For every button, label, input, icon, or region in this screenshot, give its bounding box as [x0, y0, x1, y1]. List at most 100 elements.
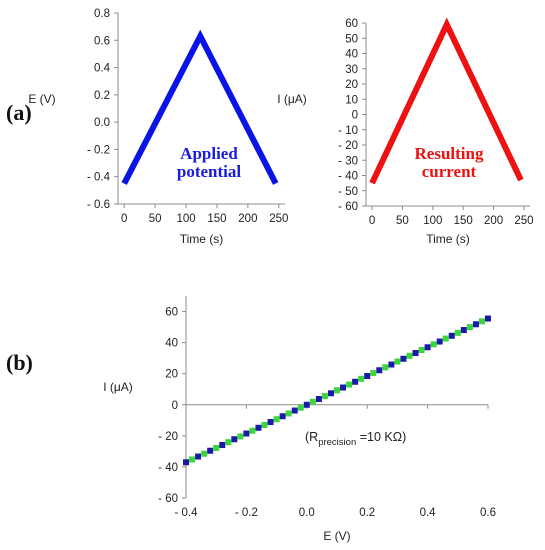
chart-b-series-0-point — [436, 338, 443, 345]
chart-a-right-y-tick-label: - 40 — [338, 171, 358, 183]
chart-b-x-tick-label: 0.2 — [359, 507, 375, 519]
chart-a-right-x-tick-label: 200 — [484, 215, 503, 227]
chart-b-series-0-point — [412, 350, 419, 357]
chart-b-series-0-point — [207, 447, 214, 454]
chart-b-y-tick-label: - 40 — [158, 462, 178, 474]
chart-b-series-1-point — [201, 450, 208, 457]
chart-b-series-0-point — [448, 332, 455, 339]
chart-b-series-0-point — [340, 384, 347, 391]
chart-b-series-0-point — [364, 373, 371, 380]
chart-b-series-0-point — [219, 442, 226, 449]
chart-b-series-0-point — [472, 321, 479, 328]
chart-b-y-tick-label: 40 — [165, 338, 178, 350]
chart-a-right-y-label: I (μA) — [277, 92, 307, 106]
chart-a-left-x-tick-label: 100 — [176, 213, 195, 225]
chart-b-series-1-point — [454, 329, 461, 336]
chart-b-series-1-point — [394, 358, 401, 365]
chart-b-series-1-point — [321, 393, 328, 400]
chart-a-right-y-tick-label: 20 — [345, 79, 358, 91]
chart-b-series-0-point — [267, 419, 274, 426]
chart-a-left-y-tick-label: 0.0 — [94, 117, 110, 129]
chart-b-series-1-point — [478, 318, 485, 325]
chart-a-right-y-tick-label: - 30 — [338, 155, 358, 167]
chart-a-right-series-0-line — [369, 17, 524, 185]
chart-a-right-y-tick-label: 50 — [345, 33, 358, 45]
chart-b-x-tick-label: - 0.2 — [235, 507, 258, 519]
panel-label-b: (b) — [6, 350, 33, 375]
chart-b-y-tick-label: 0 — [172, 400, 178, 412]
chart-a-right-x-tick-label: 100 — [423, 215, 442, 227]
chart-b-series-0-point — [255, 424, 262, 431]
chart-a-right-x-tick-label: 150 — [454, 215, 473, 227]
chart-b-series-0-point — [485, 315, 491, 322]
chart-a-left-y-tick-label: 0.2 — [94, 90, 110, 102]
applied-label-line1: Applied — [180, 144, 238, 163]
resulting-label-line1: Resulting — [415, 144, 484, 163]
chart-a-left-y-tick-label: - 0.2 — [87, 144, 110, 156]
chart-a-left-x-tick-label: 250 — [269, 213, 288, 225]
chart-b-series-0-point — [195, 453, 202, 460]
chart-b-series-1-point — [261, 421, 268, 428]
chart-b-y-tick-label: - 20 — [158, 431, 178, 443]
chart-a-left-x-tick-label: 0 — [121, 213, 127, 225]
chart-b-series-0-point — [376, 367, 383, 374]
chart-a-left-y-tick-label: 0.6 — [94, 35, 110, 47]
chart-b-series-1-point — [309, 398, 316, 405]
chart-a-right: - 60 - 50 - 40 - 30 - 20 - 10 0 10 20 30 40 50 60 0 50… — [277, 17, 534, 246]
chart-a-left-y-tick-label: - 0.4 — [87, 172, 111, 184]
chart-b-series-0-point — [424, 344, 431, 351]
chart-b-series-0-point — [291, 407, 298, 414]
rprecision-note: (Rprecision =10 KΩ) — [305, 430, 406, 448]
chart-b-series-0-point — [231, 436, 238, 443]
chart-b-series-1-point — [213, 444, 220, 451]
chart-b-series-1-point — [273, 416, 280, 423]
chart-b-x-tick-label: 0.4 — [420, 507, 437, 519]
chart-a-left-x-tick-label: 200 — [238, 213, 257, 225]
chart-b-series-0-point — [243, 430, 250, 437]
chart-b-series-1-point — [334, 387, 340, 394]
chart-b-series-0-point — [352, 378, 359, 385]
chart-b-series-0-point — [460, 327, 467, 334]
chart-a-left-x-label: Time (s) — [180, 232, 224, 246]
rprecision-suffix: =10 KΩ) — [356, 430, 406, 444]
chart-b-series-0-point — [315, 396, 322, 403]
chart-a-right-y-tick-label: 40 — [345, 49, 358, 61]
rprecision-sub: precision — [318, 437, 356, 448]
chart-b-x-tick-label: 0.0 — [299, 507, 315, 519]
chart-b-y-label: I (μA) — [103, 380, 133, 394]
chart-b-x-tick-label: 0.6 — [480, 507, 496, 519]
chart-a-right-y-tick-label: - 50 — [338, 186, 358, 198]
chart-a-right-y-tick-label: 10 — [345, 94, 358, 106]
chart-a-left-y-tick-label: 0.8 — [94, 8, 110, 20]
applied-label-line2: potential — [177, 162, 242, 181]
chart-a-right-y-tick-label: 0 — [352, 110, 358, 122]
chart-a-right-y-tick-label: 30 — [345, 64, 358, 76]
chart-b-series-1-point — [406, 352, 413, 359]
chart-b-series-0-point — [388, 361, 395, 368]
chart-a-right-y-tick-label: - 60 — [338, 201, 358, 213]
chart-b-series-1-point — [225, 439, 232, 446]
chart-a-left-x-tick-label: 150 — [207, 213, 226, 225]
chart-b-x-label: E (V) — [323, 529, 350, 543]
chart-b-y-tick-label: 20 — [165, 369, 178, 381]
rprecision-prefix: (R — [305, 430, 318, 444]
chart-b-series-1-point — [297, 404, 304, 411]
chart-a-left-y-tick-label: - 0.6 — [87, 199, 110, 211]
chart-b: - 60 - 40 - 20 0 20 40 60 - 0.4 - 0.2 0.0 0.2 0.4 0.… — [103, 296, 496, 543]
chart-b-series-0-point — [303, 401, 310, 408]
chart-a-right-x-label: Time (s) — [426, 232, 470, 246]
chart-b-series-1-point — [382, 364, 389, 371]
panel-label-a: (a) — [6, 100, 32, 125]
chart-a-left-y-tick-label: 0.4 — [94, 63, 111, 75]
chart-b-series-1-point — [237, 433, 244, 440]
chart-a-right-y-tick-label: - 20 — [338, 140, 358, 152]
chart-b-y-tick-label: - 60 — [158, 493, 178, 505]
chart-b-series-1-point — [370, 370, 377, 377]
chart-a-left: - 0.6 - 0.4 - 0.2 0.0 0.2 0.4 0.6 0.8 0 50 100 150 2… — [28, 8, 288, 246]
chart-b-y-tick-label: 60 — [165, 307, 178, 319]
chart-b-series-1-point — [249, 427, 256, 434]
chart-a-right-y-tick-label: - 10 — [338, 125, 358, 137]
chart-a-right-x-tick-label: 250 — [514, 215, 533, 227]
chart-b-series-1-point — [442, 335, 449, 342]
